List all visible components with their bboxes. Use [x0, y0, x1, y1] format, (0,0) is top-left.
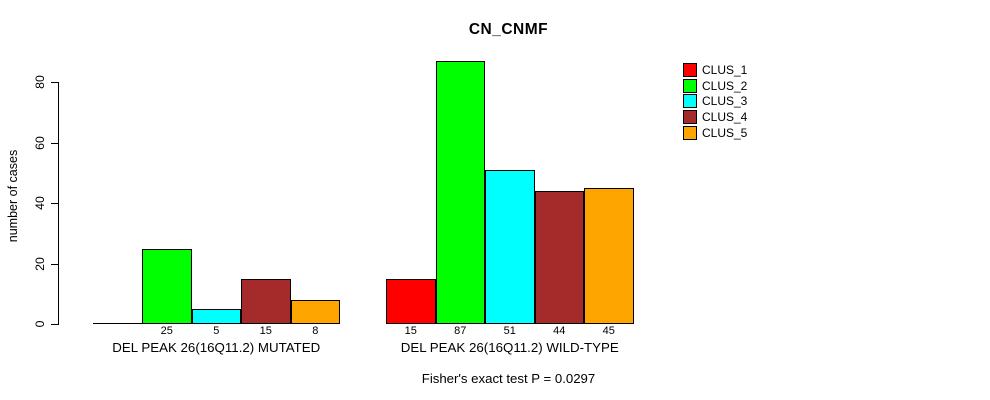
- bar-value-label: 15: [404, 325, 417, 337]
- y-tick-label: 80: [33, 75, 47, 90]
- legend-swatch: [683, 62, 697, 77]
- legend-label: CLUS_5: [702, 125, 748, 140]
- legend-swatch: [683, 94, 697, 109]
- legend: CLUS_1 CLUS_2 CLUS_3 CLUS_4 CLUS_5: [683, 62, 747, 140]
- y-tick-label: 0: [33, 320, 47, 328]
- bar: [142, 248, 192, 324]
- bar-value-label: 87: [454, 325, 467, 337]
- y-tick: [50, 142, 58, 144]
- chart-title: CN_CNMF: [468, 21, 549, 38]
- bar: [534, 191, 584, 324]
- y-tick: [50, 324, 58, 325]
- y-tick: [50, 82, 58, 84]
- y-axis-line: [57, 82, 59, 325]
- y-axis-title: number of cases: [6, 149, 20, 243]
- legend-label: CLUS_2: [702, 78, 748, 93]
- y-tick-label: 20: [33, 256, 47, 271]
- bar-value-label: 44: [553, 325, 566, 337]
- legend-item: CLUS_4: [683, 109, 747, 125]
- bar: [241, 278, 291, 324]
- bar: [290, 299, 340, 324]
- legend-item: CLUS_5: [683, 125, 747, 141]
- bar: [435, 61, 485, 324]
- legend-swatch: [683, 125, 697, 140]
- legend-label: CLUS_1: [702, 62, 748, 77]
- y-tick-label: 40: [33, 196, 47, 211]
- legend-label: CLUS_4: [702, 109, 748, 124]
- bar: [191, 308, 241, 324]
- y-tick-label: 60: [33, 135, 47, 150]
- bar-value-label: 15: [259, 325, 272, 337]
- group-label: DEL PEAK 26(16Q11.2) WILD-TYPE: [400, 340, 619, 355]
- legend-item: CLUS_3: [683, 93, 747, 109]
- bar-value-label: 8: [312, 325, 319, 337]
- bar-value-label: 45: [602, 325, 615, 337]
- bar: [92, 323, 142, 324]
- bar-value-label: 5: [213, 325, 220, 337]
- group-label: DEL PEAK 26(16Q11.2) MUTATED: [112, 340, 321, 355]
- legend-label: CLUS_3: [702, 94, 748, 109]
- bar: [584, 188, 634, 324]
- bar-value-label: 51: [503, 325, 516, 337]
- y-tick: [50, 263, 58, 265]
- fisher-test-annotation: Fisher's exact test P = 0.0297: [421, 371, 596, 386]
- bar: [485, 169, 535, 324]
- bar: [386, 278, 436, 324]
- legend-item: CLUS_2: [683, 78, 747, 94]
- legend-swatch: [683, 109, 697, 124]
- legend-swatch: [683, 78, 697, 93]
- bar-value-label: 25: [160, 325, 173, 337]
- legend-item: CLUS_1: [683, 62, 747, 78]
- y-tick: [50, 203, 58, 205]
